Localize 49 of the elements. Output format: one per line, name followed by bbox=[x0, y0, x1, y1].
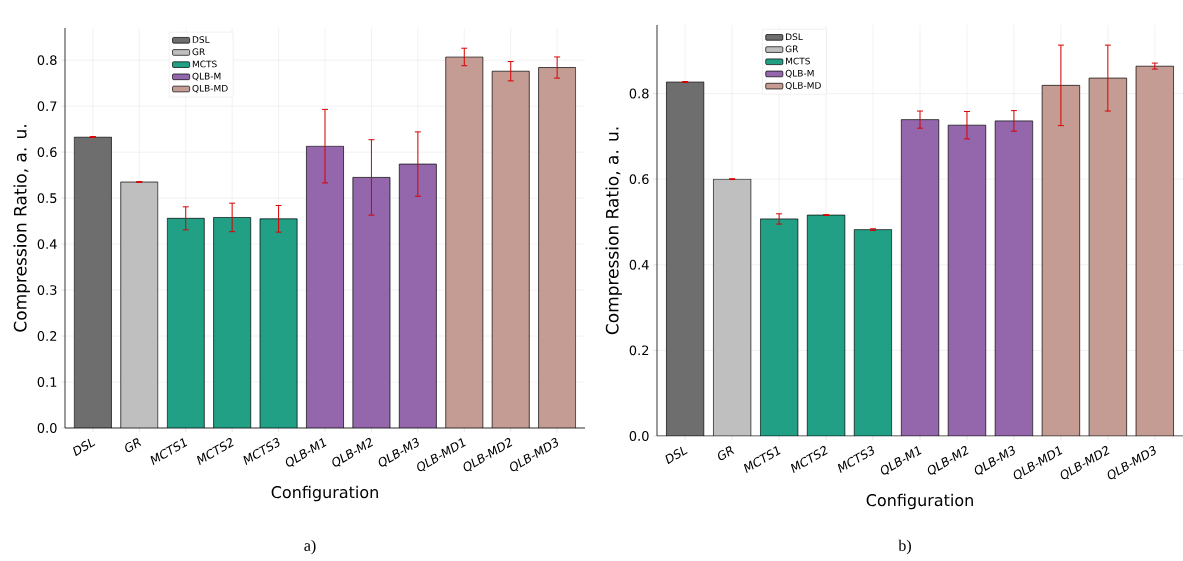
bar bbox=[445, 56, 484, 428]
bar bbox=[994, 120, 1034, 436]
x-tick-label: GR bbox=[718, 446, 735, 461]
x-tick-label: GR bbox=[125, 438, 142, 453]
legend-label: DSL bbox=[786, 33, 803, 41]
legend-label: DSL bbox=[192, 36, 210, 43]
x-tick-label: DSL bbox=[665, 446, 688, 465]
legend-label: QLB-MD bbox=[192, 84, 228, 93]
bar bbox=[306, 145, 344, 428]
y-tick-label: 0.0 bbox=[37, 423, 57, 433]
y-tick-label: 0.4 bbox=[629, 259, 649, 270]
bar bbox=[947, 124, 987, 436]
y-tick-label: 0.2 bbox=[37, 331, 57, 341]
bar bbox=[1041, 85, 1081, 436]
legend-label: GR bbox=[785, 45, 799, 53]
bar bbox=[806, 214, 846, 436]
y-tick-label: 0.6 bbox=[629, 174, 649, 185]
text: b) bbox=[898, 539, 911, 555]
bar bbox=[1088, 77, 1127, 436]
y-tick-label: 0.0 bbox=[629, 431, 649, 441]
y-tick-label: 0.4 bbox=[37, 239, 57, 249]
legend-label: QLB-MD bbox=[785, 82, 821, 90]
x-tick-label: DSL bbox=[73, 438, 96, 457]
bar bbox=[491, 70, 530, 428]
legend-label: GR bbox=[192, 48, 205, 56]
bar bbox=[900, 119, 940, 436]
y-axis-title: Compression Ratio, a. u. bbox=[605, 127, 622, 335]
text: a) bbox=[304, 539, 316, 555]
legend-label: MCTS bbox=[192, 60, 217, 68]
bar bbox=[398, 163, 437, 428]
y-tick-label: 0.6 bbox=[37, 147, 57, 158]
y-axis-title: Compression Ratio, a. u. bbox=[13, 125, 30, 332]
bar bbox=[759, 218, 799, 436]
y-tick-label: 0.3 bbox=[37, 285, 57, 295]
y-tick-label: 0.8 bbox=[37, 55, 57, 66]
x-axis-title: Configuration bbox=[866, 493, 973, 510]
y-tick-label: 0.2 bbox=[629, 345, 649, 356]
y-tick-label: 0.1 bbox=[37, 377, 57, 387]
legend-label: QLB-M bbox=[192, 72, 221, 81]
bar bbox=[352, 177, 391, 428]
y-tick-label: 0.7 bbox=[37, 101, 57, 112]
bar bbox=[1135, 65, 1174, 436]
legend-label: QLB-M bbox=[785, 69, 814, 78]
y-tick-label: 0.8 bbox=[629, 88, 649, 99]
bar bbox=[853, 229, 893, 436]
x-axis-title: Configuration bbox=[271, 485, 378, 502]
bar bbox=[538, 67, 577, 428]
y-tick-label: 0.5 bbox=[37, 193, 57, 204]
legend-label: MCTS bbox=[786, 57, 810, 65]
